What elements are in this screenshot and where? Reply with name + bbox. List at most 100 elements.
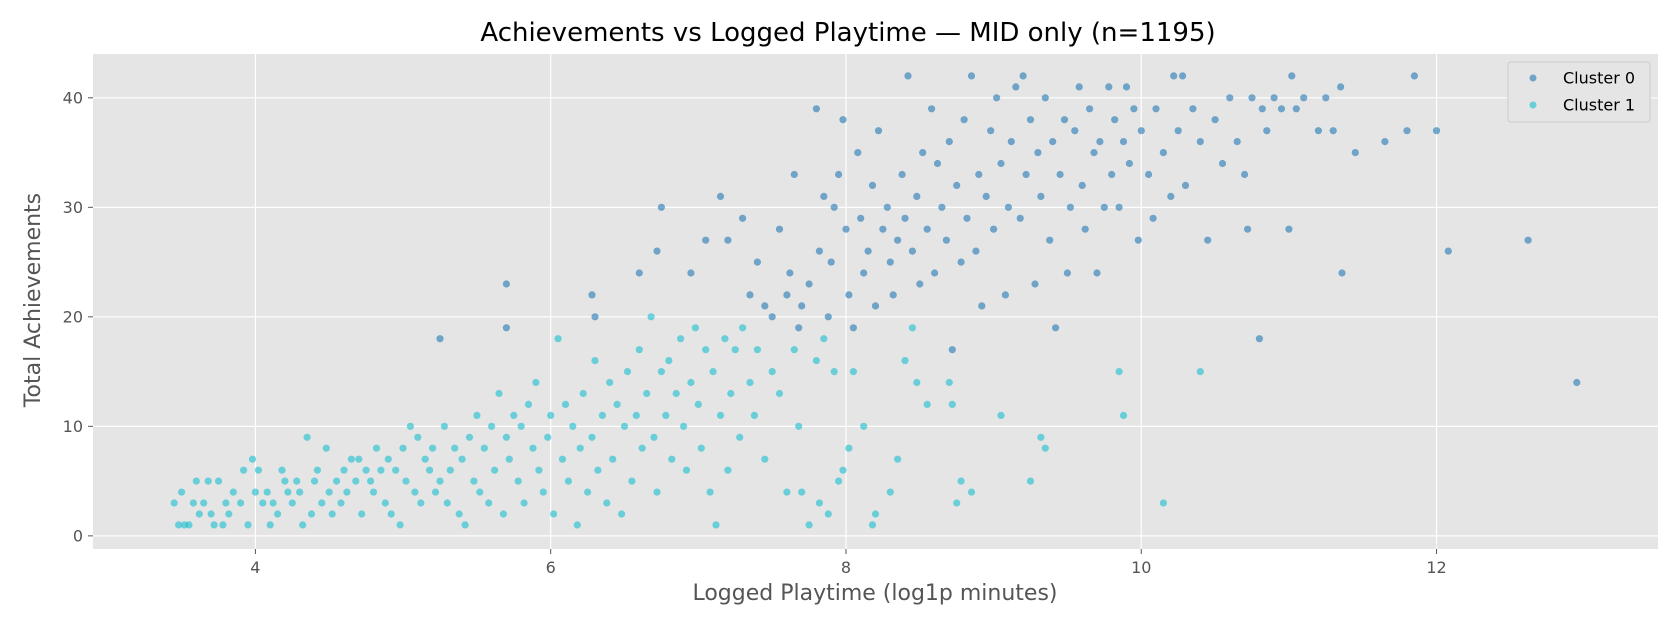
- data-point-cluster-1: [318, 499, 326, 507]
- data-point-cluster-1: [485, 499, 493, 507]
- data-point-cluster-0: [1134, 236, 1142, 244]
- data-point-cluster-0: [1007, 138, 1015, 146]
- data-point-cluster-0: [502, 324, 510, 332]
- chart-title: Achievements vs Logged Playtime — MID on…: [480, 18, 1215, 48]
- data-point-cluster-1: [588, 433, 596, 441]
- data-point-cluster-1: [824, 510, 832, 518]
- data-point-cluster-0: [835, 170, 843, 179]
- data-point-cluster-1: [195, 510, 203, 518]
- data-point-cluster-0: [1093, 269, 1101, 277]
- data-point-cluster-1: [845, 444, 853, 452]
- data-point-cluster-1: [727, 389, 735, 398]
- data-point-cluster-1: [753, 346, 762, 354]
- data-point-cluster-0: [1233, 138, 1241, 146]
- data-point-cluster-0: [931, 269, 939, 277]
- data-point-cluster-0: [978, 302, 986, 310]
- data-point-cluster-1: [697, 444, 705, 452]
- data-point-cluster-1: [387, 510, 395, 518]
- data-point-cluster-1: [653, 488, 661, 496]
- data-point-cluster-1: [598, 411, 607, 419]
- data-point-cluster-1: [355, 455, 363, 463]
- data-point-cluster-1: [347, 455, 355, 463]
- data-point-cluster-1: [558, 455, 567, 463]
- data-point-cluster-1: [790, 346, 798, 354]
- data-point-cluster-0: [1337, 83, 1345, 91]
- data-point-cluster-0: [1322, 94, 1330, 102]
- data-point-cluster-0: [842, 225, 850, 233]
- data-point-cluster-0: [1052, 324, 1060, 332]
- data-point-cluster-1: [406, 422, 414, 430]
- data-point-cluster-0: [1081, 225, 1089, 233]
- data-point-cluster-0: [1255, 335, 1263, 343]
- data-point-cluster-1: [712, 521, 720, 529]
- data-point-cluster-1: [561, 400, 570, 408]
- data-point-cluster-0: [898, 170, 906, 179]
- data-point-cluster-0: [1258, 105, 1266, 113]
- data-point-cluster-0: [1211, 116, 1219, 124]
- data-point-cluster-1: [529, 444, 537, 452]
- data-point-cluster-0: [805, 280, 813, 288]
- data-point-cluster-1: [225, 510, 233, 518]
- data-point-cluster-1: [603, 499, 611, 507]
- data-point-cluster-0: [972, 247, 980, 255]
- data-point-cluster-1: [798, 488, 806, 496]
- data-point-cluster-1: [668, 455, 676, 463]
- data-point-cluster-1: [524, 400, 533, 408]
- data-point-cluster-1: [473, 411, 481, 419]
- legend-marker-cluster-1: [1529, 101, 1537, 109]
- data-point-cluster-1: [254, 466, 262, 474]
- data-point-cluster-0: [786, 269, 794, 277]
- legend-label-cluster-0: Cluster 0: [1563, 69, 1635, 88]
- x-tick-label: 6: [546, 558, 556, 577]
- data-point-cluster-0: [1086, 105, 1094, 113]
- data-point-cluster-1: [520, 499, 528, 507]
- data-point-cluster-0: [1444, 247, 1452, 255]
- data-point-cluster-1: [204, 477, 212, 485]
- data-point-cluster-0: [854, 149, 862, 157]
- data-point-cluster-0: [1111, 116, 1119, 124]
- data-point-cluster-1: [643, 389, 651, 398]
- data-point-cluster-0: [868, 181, 877, 189]
- data-point-cluster-0: [963, 214, 971, 222]
- data-point-cluster-1: [724, 466, 732, 474]
- data-point-cluster-1: [465, 433, 474, 441]
- data-point-cluster-1: [647, 313, 655, 321]
- data-point-cluster-1: [775, 389, 784, 398]
- data-point-cluster-0: [1300, 94, 1308, 102]
- data-point-cluster-1: [328, 510, 336, 518]
- data-point-cluster-1: [839, 466, 847, 474]
- data-point-cluster-1: [894, 455, 902, 463]
- data-point-cluster-1: [222, 499, 230, 507]
- data-point-cluster-1: [237, 499, 245, 507]
- data-point-cluster-1: [240, 466, 248, 474]
- data-point-cluster-0: [702, 236, 710, 244]
- data-point-cluster-1: [491, 466, 499, 474]
- data-point-cluster-0: [1130, 105, 1138, 113]
- data-point-cluster-0: [1174, 127, 1182, 135]
- data-point-cluster-1: [259, 499, 267, 507]
- data-point-cluster-1: [377, 466, 385, 474]
- data-point-cluster-0: [1001, 291, 1010, 299]
- data-point-cluster-1: [923, 400, 931, 408]
- data-point-cluster-0: [827, 258, 835, 266]
- data-point-cluster-0: [1432, 127, 1441, 135]
- data-point-cluster-1: [750, 411, 759, 419]
- data-point-cluster-1: [369, 488, 378, 496]
- data-point-cluster-1: [550, 510, 558, 518]
- data-point-cluster-1: [333, 477, 341, 485]
- data-point-cluster-1: [628, 477, 636, 485]
- data-point-cluster-1: [948, 400, 956, 408]
- data-point-cluster-1: [702, 346, 710, 354]
- data-point-cluster-0: [908, 247, 917, 255]
- data-point-cluster-1: [691, 324, 700, 332]
- data-point-cluster-0: [993, 94, 1001, 102]
- data-points: [170, 72, 1581, 529]
- x-tick-label: 4: [250, 558, 260, 577]
- y-axis-label: Total Achievements: [21, 193, 46, 408]
- data-point-cluster-1: [908, 324, 917, 332]
- data-point-cluster-1: [609, 455, 617, 463]
- data-point-cluster-1: [414, 433, 422, 441]
- data-point-cluster-0: [1119, 138, 1128, 146]
- data-point-cluster-0: [1159, 149, 1167, 157]
- data-point-cluster-1: [392, 466, 400, 474]
